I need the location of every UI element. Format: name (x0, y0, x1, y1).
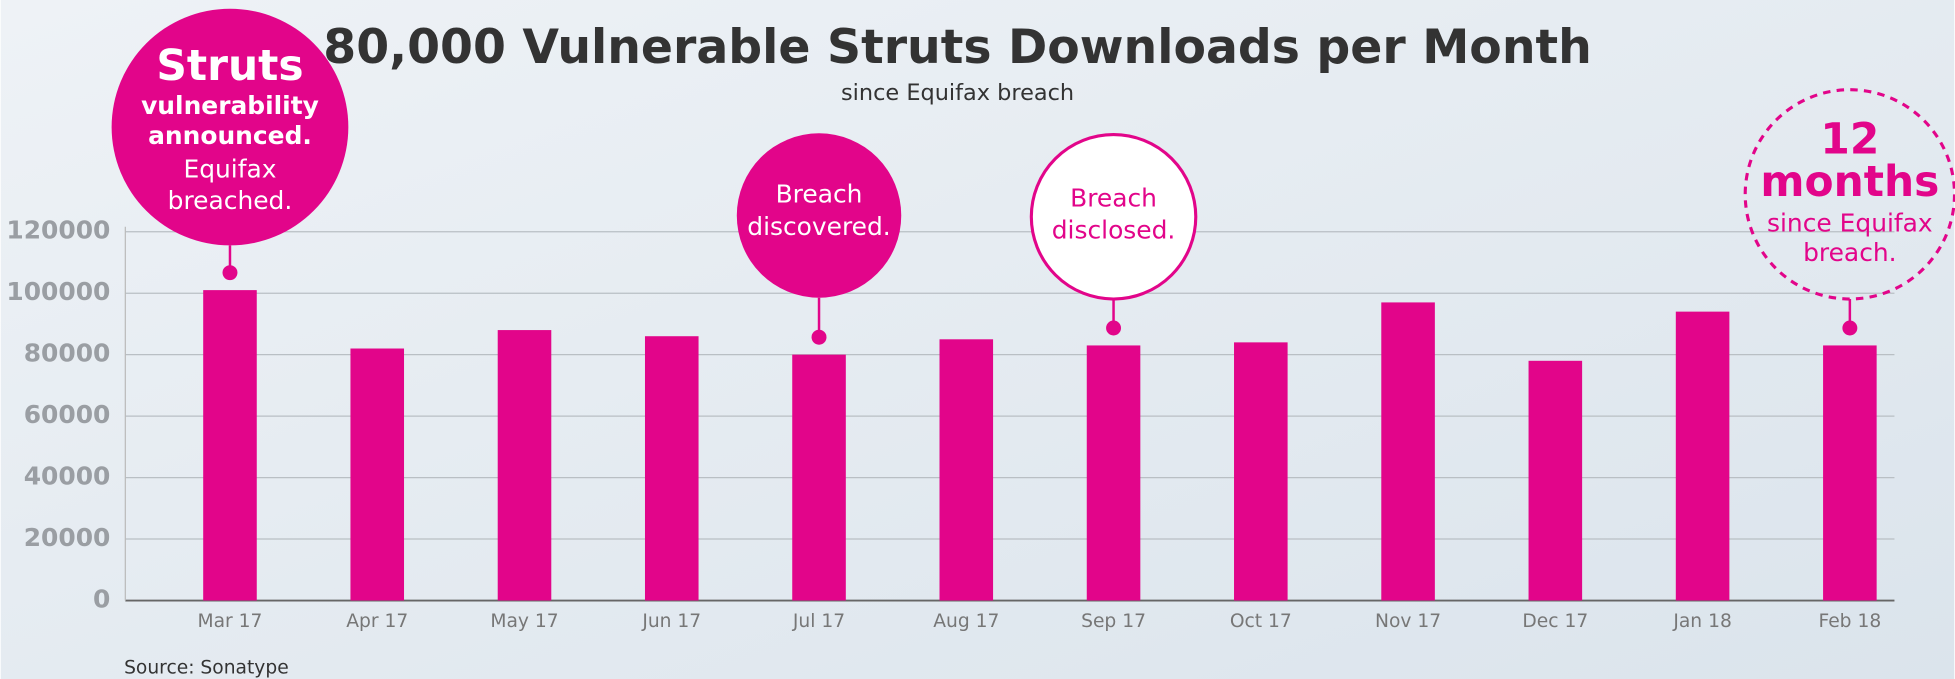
bar (1528, 360, 1583, 601)
annotation-bubble (736, 133, 902, 298)
source-note: Source: Sonatype (124, 657, 289, 678)
annotation-bubble (111, 8, 349, 246)
x-tick-label: Mar 17 (198, 611, 263, 632)
y-tick-label: 60000 (24, 400, 111, 429)
annotation-text: breach. (1803, 238, 1896, 267)
bar (1086, 345, 1141, 601)
x-tick-label: Jun 17 (641, 611, 701, 632)
y-tick-label: 80000 (24, 339, 111, 368)
annotation-text: disclosed. (1052, 216, 1176, 245)
x-tick-label: Nov 17 (1375, 611, 1441, 632)
bar (1381, 302, 1435, 601)
x-tick-label: Feb 18 (1818, 611, 1881, 632)
annotation-bubble (1029, 132, 1198, 301)
chart-subtitle: since Equifax breach (841, 80, 1074, 106)
x-tick-label: Jul 17 (792, 611, 845, 632)
annotation-text: announced. (148, 121, 312, 150)
bar (792, 354, 846, 601)
annotation-dot (1842, 320, 1858, 336)
bar (644, 336, 699, 601)
annotation-text: months (1760, 157, 1939, 206)
annotation-dot (1106, 320, 1122, 336)
x-tick-label: May 17 (490, 611, 558, 632)
bar (1234, 342, 1288, 601)
bar (1675, 311, 1730, 601)
annotation-text: Breach (776, 180, 863, 209)
annotation-text: since Equifax (1767, 208, 1933, 237)
bar (1823, 345, 1877, 601)
annotation-text: Equifax (183, 155, 276, 184)
x-tick-label: Jan 18 (1672, 611, 1731, 632)
bar (497, 330, 552, 601)
y-tick-label: 40000 (24, 462, 111, 491)
annotation-text: 12 (1820, 115, 1879, 164)
bar (203, 290, 257, 601)
y-tick-label: 0 (93, 585, 110, 614)
x-tick-label: Dec 17 (1522, 611, 1588, 632)
annotation-dot (222, 265, 238, 281)
annotation-dot (811, 329, 827, 345)
annotation-text: Struts (156, 41, 303, 90)
bar (350, 348, 405, 601)
annotation-text: discovered. (747, 212, 890, 241)
annotation-text: Breach (1070, 183, 1157, 212)
x-tick-label: Apr 17 (346, 611, 408, 632)
bar (939, 339, 994, 601)
annotation-text: breached. (168, 186, 293, 215)
x-tick-label: Sep 17 (1081, 611, 1146, 632)
annotation-text: vulnerability (141, 91, 319, 120)
y-tick-label: 100000 (6, 277, 110, 306)
chart-title: 80,000 Vulnerable Struts Downloads per M… (323, 20, 1592, 75)
y-tick-label: 20000 (24, 523, 111, 552)
y-tick-label: 120000 (6, 216, 110, 245)
x-tick-label: Aug 17 (933, 611, 999, 632)
x-tick-label: Oct 17 (1230, 611, 1292, 632)
